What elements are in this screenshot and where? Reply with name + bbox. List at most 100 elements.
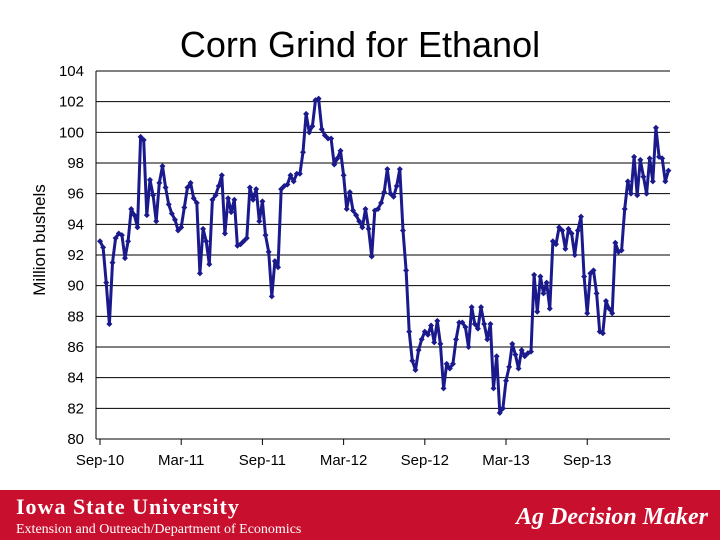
data-point (318, 126, 325, 133)
data-point (121, 255, 128, 262)
data-point (109, 259, 116, 266)
data-point (602, 298, 609, 304)
data-point (203, 238, 210, 245)
y-tick-label: 96 (67, 186, 84, 203)
data-point (631, 153, 638, 160)
data-point (665, 167, 672, 174)
data-point (652, 124, 659, 131)
data-point (353, 212, 360, 219)
data-point (243, 235, 250, 242)
data-point (343, 206, 350, 212)
data-point (125, 238, 132, 245)
data-point (456, 319, 463, 326)
y-tick-label: 100 (59, 124, 84, 141)
data-point (268, 293, 275, 300)
data-point (184, 184, 191, 191)
data-point (537, 273, 544, 280)
data-point (431, 339, 438, 346)
data-point (271, 258, 278, 265)
data-point (409, 357, 416, 364)
data-point (624, 178, 631, 185)
data-point (637, 156, 644, 163)
footer-banner: Iowa State University Extension and Outr… (0, 490, 720, 540)
data-point (337, 147, 344, 154)
data-point (374, 206, 381, 212)
data-point (143, 212, 150, 219)
data-point (362, 206, 369, 212)
data-point (434, 317, 441, 324)
line-chart: 80 82 84 86 88 90 92 94 96 98 100 102 104 Sep-10 Mar-1… (59, 63, 672, 469)
data-point (112, 235, 119, 242)
data-point (384, 166, 391, 173)
series-line (98, 97, 670, 415)
data-point (259, 198, 266, 205)
data-point (484, 336, 491, 343)
data-point (393, 183, 400, 189)
data-point (156, 179, 163, 186)
data-point (506, 363, 513, 370)
data-point (171, 216, 178, 223)
data-point (553, 241, 559, 248)
data-point (340, 172, 347, 179)
data-point (562, 245, 569, 252)
data-point (131, 212, 138, 219)
data-point (481, 321, 488, 327)
data-point (215, 183, 222, 189)
data-point (103, 279, 110, 286)
data-point (534, 308, 541, 315)
x-tick-label: Sep-11 (239, 452, 286, 469)
data-point (168, 210, 175, 217)
data-point (515, 365, 522, 372)
x-tick-label: Sep-12 (401, 452, 449, 469)
data-point (331, 161, 338, 168)
data-point (300, 149, 307, 156)
data-point (237, 241, 244, 248)
data-point (462, 324, 469, 331)
data-point (165, 201, 172, 208)
data-point (496, 409, 503, 416)
data-point (200, 225, 207, 232)
data-point (246, 184, 253, 191)
data-point (190, 195, 197, 202)
data-point (459, 319, 466, 326)
data-point (659, 155, 666, 162)
data-point (606, 305, 613, 312)
data-point (556, 224, 563, 231)
data-point (521, 353, 528, 360)
data-point (571, 252, 578, 258)
data-point (418, 336, 425, 343)
data-point (474, 325, 481, 332)
data-point (421, 328, 428, 335)
data-point (287, 172, 294, 179)
chart-title: Corn Grind for Ethanol (179, 24, 541, 65)
data-point (446, 365, 453, 372)
data-point (546, 305, 553, 312)
data-point (346, 189, 353, 196)
brand-text: Ag Decision Maker (516, 504, 708, 530)
data-point (453, 336, 460, 343)
data-point (428, 322, 435, 329)
data-point (403, 267, 410, 274)
data-point (265, 248, 272, 255)
data-point (328, 135, 335, 142)
data-point (325, 135, 331, 142)
data-point (209, 196, 216, 203)
data-point (390, 193, 397, 200)
data-point (443, 360, 450, 367)
y-tick-label: 82 (67, 400, 84, 417)
data-point (349, 207, 356, 214)
data-point (262, 232, 269, 239)
data-point (150, 192, 157, 199)
data-point (640, 173, 647, 180)
data-point (356, 218, 363, 225)
data-point (206, 261, 213, 268)
data-point (590, 267, 597, 274)
data-point (490, 385, 497, 392)
data-point (118, 232, 125, 239)
data-point (528, 348, 535, 355)
data-point (543, 279, 550, 286)
data-point (378, 199, 385, 206)
data-point (275, 264, 282, 271)
data-point (618, 247, 625, 254)
